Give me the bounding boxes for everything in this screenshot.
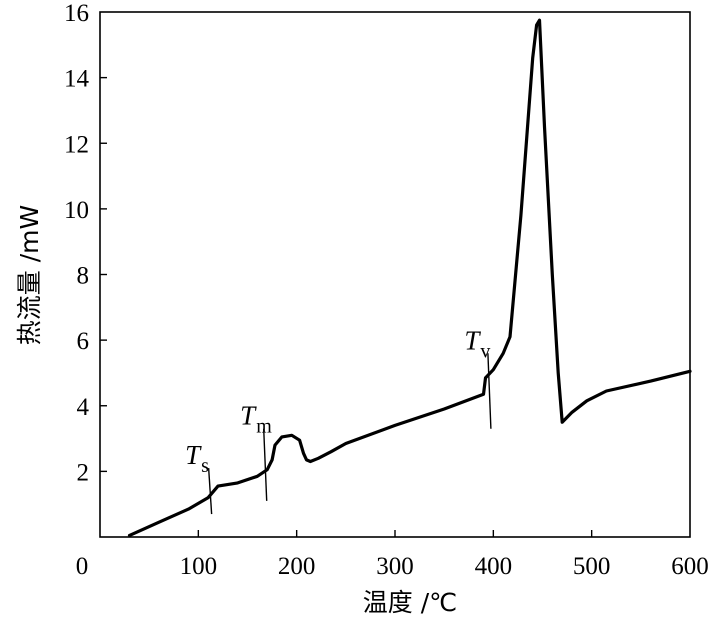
y-tick-label-10: 10 [64,197,89,224]
x-tick-label-200: 200 [278,553,316,580]
annotation-marker-s [207,468,213,515]
annotation-subscript-m: m [256,416,272,438]
annotation-label-s: T [185,440,202,470]
x-tick-label-0: 0 [76,553,89,580]
x-tick-label-300: 300 [376,553,414,580]
x-tick-label-500: 500 [573,553,611,580]
y-tick-label-14: 14 [64,66,90,93]
x-tick-label-400: 400 [475,553,513,580]
axis-ticks [100,76,593,537]
y-tick-label-6: 6 [77,328,90,355]
annotation-label-v: T [464,325,481,355]
y-tick-label-16: 16 [64,0,89,27]
annotation-marker-v [487,353,492,429]
x-tick-label-100: 100 [180,553,218,580]
annotation-subscript-v: v [480,340,490,362]
y-tick-label-2: 2 [77,459,90,486]
y-axis-title: 热流量 /mW [15,205,44,345]
axis-tick-labels: 0 100 200 300 400 500 600 2 4 6 8 10 12 14 16 [64,0,709,580]
annotation-label-m: T [240,401,257,431]
y-tick-label-4: 4 [77,394,90,421]
y-tick-label-8: 8 [77,263,90,290]
heat-flow-curve [127,18,692,537]
annotation-marker-m [263,428,268,501]
y-tick-label-12: 12 [64,131,89,158]
annotation-subscript-s: s [201,455,209,477]
x-tick-label-600: 600 [671,553,709,580]
x-axis-title: 温度 /℃ [363,588,457,617]
